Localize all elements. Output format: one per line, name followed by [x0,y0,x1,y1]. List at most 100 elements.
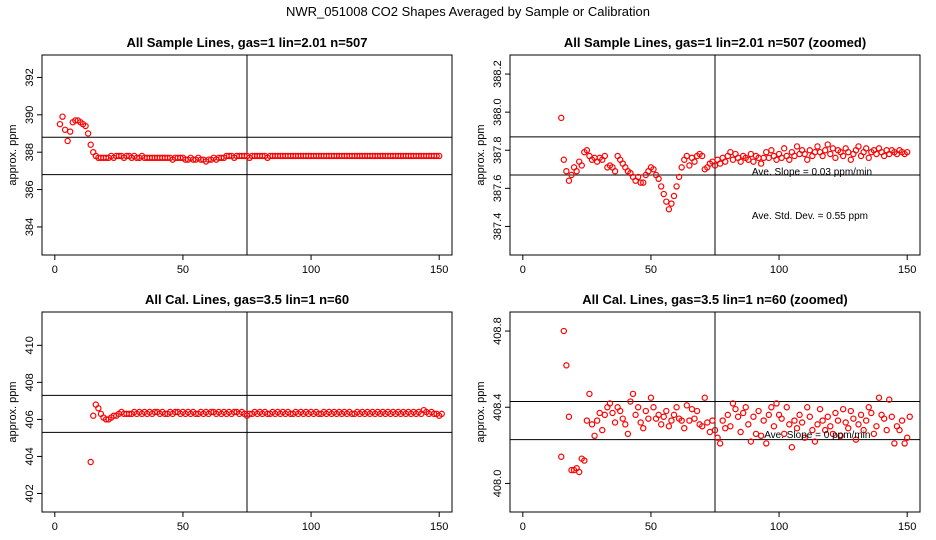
data-point [821,147,829,154]
data-point [573,167,580,175]
x-tick-label: 100 [302,521,320,533]
data-point [898,417,906,424]
data-point [670,192,678,200]
chart-title: All Sample Lines, gas=1 lin=2.01 n=507 (… [564,35,866,50]
data-point [673,404,680,411]
data-point [903,148,911,156]
data-point [834,417,842,424]
data-point [655,175,662,183]
data-point [760,154,767,162]
y-axis-label: approx. ppm [7,381,19,442]
data-point [624,430,632,438]
data-point [786,156,793,163]
x-tick-label: 150 [898,264,916,276]
data-point [601,411,609,419]
data-point [801,150,808,158]
data-point [880,152,888,160]
y-tick-label: 387.4 [492,213,504,241]
data-point [875,394,883,401]
data-point [727,148,734,156]
data-point [829,430,837,438]
x-tick-label: 50 [645,521,657,533]
data-point [845,148,852,156]
data-point [791,417,798,424]
data-point [678,164,685,171]
data-point [647,394,655,401]
data-point [438,410,445,418]
data-point [837,432,844,440]
y-tick-label: 387.8 [492,136,504,164]
data-point [634,404,642,411]
data-point [683,402,691,409]
x-tick-label: 100 [302,264,320,276]
y-tick-label: 390 [24,106,36,124]
data-point [765,411,773,419]
data-point [693,407,701,415]
x-tick-label: 100 [770,521,788,533]
data-point [629,390,637,398]
data-point [832,409,839,417]
data-point [588,421,596,428]
data-point [865,404,872,411]
chart-title: All Sample Lines, gas=1 lin=2.01 n=507 [127,35,368,50]
data-point [678,417,685,424]
data-point [591,432,598,440]
data-point [780,430,788,438]
x-tick-label: 0 [52,521,58,533]
data-point [757,432,765,440]
data-point [563,362,570,369]
y-axis-label: approx. ppm [7,124,19,185]
data-point [565,177,573,184]
data-point [788,444,796,451]
data-point [722,158,729,165]
data-point [606,400,614,407]
data-point [650,404,657,411]
data-point [95,405,102,412]
data-point [773,400,780,407]
data-point [811,148,819,156]
data-point [665,423,673,430]
data-point [719,417,726,424]
data-point [765,154,773,162]
data-point [724,411,732,419]
y-axis-label: approx. ppm [475,124,487,185]
data-point [755,407,762,415]
data-point [686,162,693,169]
data-point [616,407,624,415]
x-tick-label: 50 [177,264,189,276]
data-point [657,421,665,428]
chart-annotation: Ave. Std. Dev. = 0.55 ppm [752,211,868,222]
data-point [732,405,739,413]
data-point [622,421,629,428]
data-point [698,152,706,160]
chart-title: All Cal. Lines, gas=3.5 lin=1 n=60 [145,292,349,307]
y-tick-label: 404 [24,447,36,465]
data-point [627,398,634,405]
data-point [632,411,639,419]
data-point [804,156,811,163]
data-point [845,424,852,432]
chart-annotation: Ave. Slope = 0.03 ppm/min [752,167,872,178]
data-point [821,426,829,434]
data-point [66,128,74,135]
data-point [670,411,678,419]
y-tick-label: 384 [24,218,36,236]
data-point [870,430,878,438]
y-tick-label: 408 [24,373,36,391]
data-point [650,166,657,173]
x-tick-label: 100 [770,264,788,276]
data-point [829,145,837,152]
data-point [757,160,765,167]
data-point [90,412,97,419]
data-point [819,152,826,160]
data-point [683,152,691,160]
data-point [783,404,790,411]
data-point [745,421,752,428]
data-point [716,440,724,447]
data-point [660,413,667,420]
data-point [611,167,619,175]
data-point [61,126,69,133]
y-tick-label: 388 [24,143,36,161]
data-point [59,113,66,120]
